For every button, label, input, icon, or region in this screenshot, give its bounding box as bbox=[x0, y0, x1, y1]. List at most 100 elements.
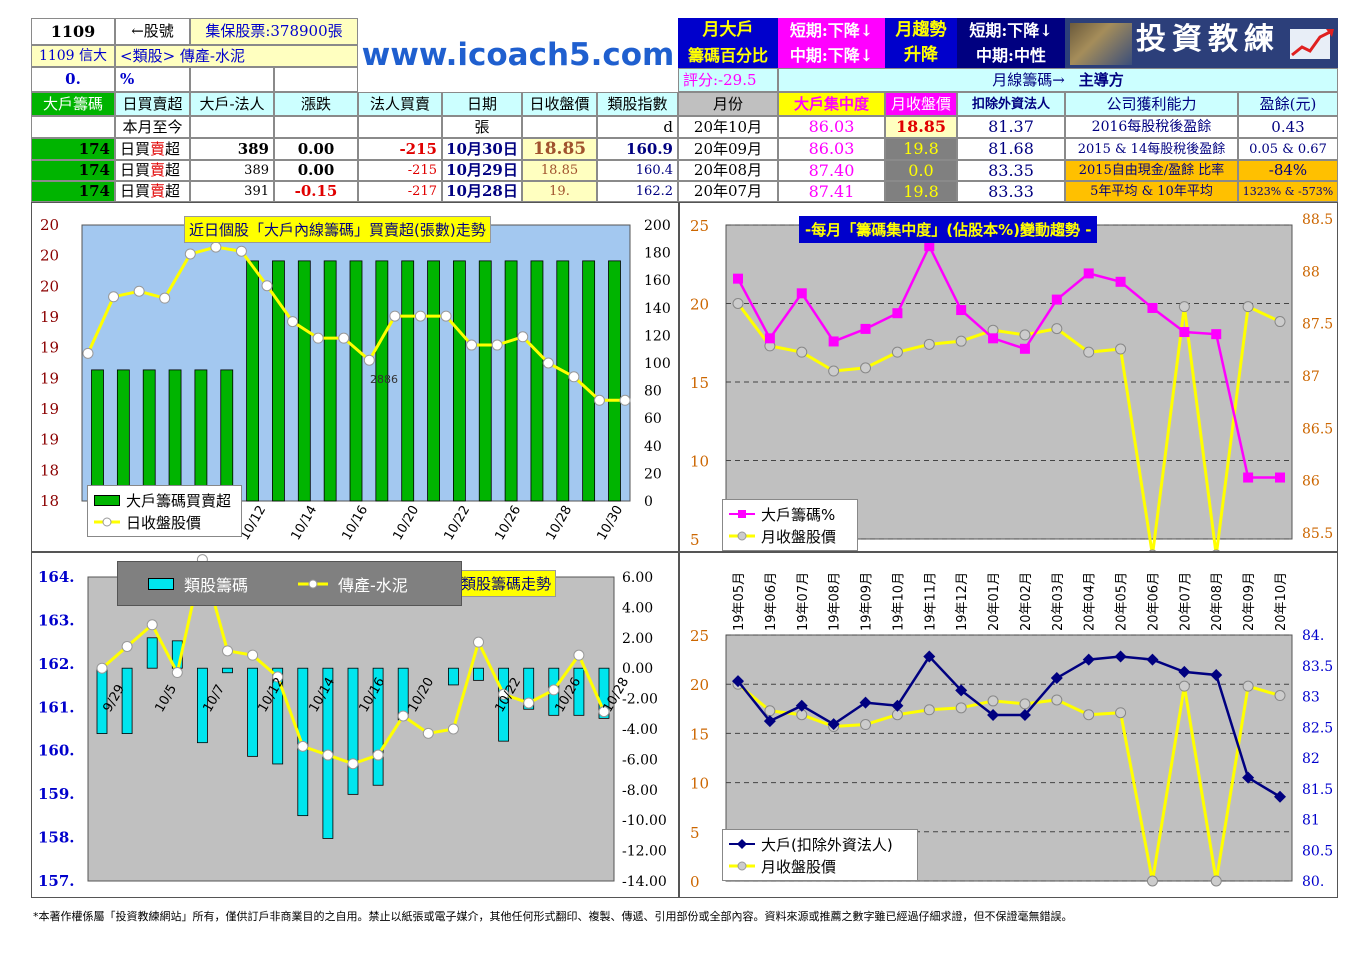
col-header-chip: 大戶籌碼 bbox=[31, 92, 115, 116]
x-tick-label: 20年07月 bbox=[1178, 572, 1193, 631]
y2-tick-label: 80.5 bbox=[1302, 843, 1333, 859]
zero-value: 0. bbox=[31, 67, 115, 92]
bar bbox=[272, 667, 284, 765]
col-header-index: 類股指數 bbox=[597, 92, 678, 116]
bar bbox=[401, 260, 415, 502]
x-tick-label: 19年12月 bbox=[955, 572, 970, 631]
x-tick-label: 20年10月 bbox=[1274, 572, 1289, 631]
line-point bbox=[1179, 327, 1190, 338]
table-row-type: 日買賣超 bbox=[115, 160, 190, 181]
y2-tick-label: 88 bbox=[1302, 264, 1320, 280]
month-cell: 20年08月 bbox=[678, 160, 778, 181]
eps-cell: 0.05 & 0.67 bbox=[1238, 138, 1338, 160]
line-point bbox=[619, 394, 631, 406]
line-point bbox=[891, 699, 904, 712]
bar bbox=[498, 667, 510, 742]
line-point bbox=[1212, 549, 1221, 551]
subheader-blank bbox=[274, 116, 358, 138]
y-tick-label: 19 bbox=[40, 400, 59, 418]
y2-tick-label: 86.5 bbox=[1302, 421, 1333, 437]
col-header-date: 日期 bbox=[442, 92, 522, 116]
line-point bbox=[732, 675, 744, 688]
line-point bbox=[955, 702, 967, 714]
line-point bbox=[859, 696, 872, 709]
big-player-label2: 籌碼百分比 bbox=[678, 43, 778, 68]
chart-title-partial: 類股籌碼走勢 bbox=[456, 570, 557, 597]
line-point bbox=[891, 346, 903, 358]
line-point bbox=[1050, 672, 1063, 685]
bar bbox=[323, 260, 337, 502]
bar bbox=[452, 260, 466, 502]
pct-label: % bbox=[115, 67, 190, 92]
company-name: 1109 信大 bbox=[31, 45, 115, 67]
line-point bbox=[347, 758, 359, 770]
chart-sector-chip-svg: 157. 158. 159. 160. 161. 162. 163. 164. -14.00 -1… bbox=[38, 554, 667, 890]
x-tick-label: 20年09月 bbox=[1242, 572, 1257, 631]
line-point bbox=[498, 688, 510, 700]
y2-tick-label: 86 bbox=[1302, 474, 1320, 490]
line-point bbox=[923, 338, 935, 350]
sector-label: <類股> 傳產-水泥 bbox=[115, 45, 358, 67]
y2-tick-label: 83 bbox=[1302, 690, 1320, 706]
x-tick-label: 20年03月 bbox=[1051, 572, 1066, 631]
line-point bbox=[828, 365, 840, 377]
x-tick-label: 10/22 bbox=[441, 503, 473, 543]
bar bbox=[582, 260, 596, 502]
line-point bbox=[828, 336, 839, 347]
x-tick-label: 10/12 bbox=[237, 503, 269, 543]
y2-tick-label: 82 bbox=[1302, 751, 1320, 767]
subheader-month: 本月至今 bbox=[115, 116, 190, 138]
logo: 投資教練 bbox=[1065, 18, 1338, 68]
bar bbox=[556, 260, 570, 502]
line-point bbox=[796, 346, 808, 358]
line-point bbox=[287, 316, 299, 328]
y2-tick-label: 180 bbox=[644, 246, 671, 262]
y-tick-label: 19 bbox=[40, 339, 59, 357]
y-tick-label: 20 bbox=[40, 216, 59, 234]
site-url-link[interactable]: www.icoach5.com bbox=[361, 36, 675, 73]
chart-title: 近日個股「大戶內線籌碼」買賣超(張數)走勢 bbox=[184, 216, 491, 243]
x-tick-label: 19年10月 bbox=[891, 572, 906, 631]
subheader-blank bbox=[522, 116, 597, 138]
table-row-index: 162.2 bbox=[597, 181, 678, 202]
table-row-diff: 389 bbox=[190, 160, 274, 181]
chart-daily-chip-svg: 1818191919191920202002040608010012014016… bbox=[40, 216, 671, 543]
y-tick-label: 159. bbox=[38, 785, 75, 803]
line-point bbox=[1275, 472, 1285, 483]
stock-code[interactable]: 1109 bbox=[31, 18, 115, 45]
line-point bbox=[1019, 343, 1030, 354]
line-point bbox=[322, 749, 334, 761]
y2-tick-label: -2.00 bbox=[622, 692, 658, 708]
legend-label: 月收盤股價 bbox=[761, 857, 837, 876]
line-point bbox=[210, 241, 222, 253]
legend-label: 月收盤股價 bbox=[761, 527, 837, 546]
y2-tick-label: 40 bbox=[644, 439, 662, 455]
chart-daily-chip: 18 18 19 19 19 19 19 20 20 20 0 20 40 60 80 100 120 140 16… bbox=[31, 202, 679, 552]
x-tick-label: 20年05月 bbox=[1115, 572, 1130, 631]
bar bbox=[447, 667, 459, 686]
legend-swatch-bar bbox=[148, 577, 174, 590]
legend-label: 大戶籌碼% bbox=[761, 505, 836, 524]
excl-cell: 81.37 bbox=[957, 116, 1065, 138]
bar bbox=[573, 667, 585, 716]
legend-swatch-line bbox=[94, 517, 120, 527]
line-point bbox=[473, 636, 484, 648]
line-point bbox=[987, 695, 999, 707]
line-point bbox=[159, 292, 171, 304]
line-point bbox=[1242, 680, 1254, 692]
legend-swatch-line bbox=[729, 861, 755, 871]
shares-label: 集保股票:378900張 bbox=[190, 18, 358, 45]
x-tick-label: 10/30 bbox=[594, 503, 626, 543]
line-point bbox=[1115, 707, 1127, 719]
line-point bbox=[732, 298, 744, 309]
table-row-date: 10月30日 bbox=[442, 138, 522, 160]
y-tick-label: 10 bbox=[690, 453, 709, 471]
monthly-trend-value: 升降 bbox=[885, 43, 957, 68]
y-tick-label: 164. bbox=[38, 568, 75, 586]
y-tick-label: 158. bbox=[38, 829, 75, 847]
month-cell: 20年07月 bbox=[678, 181, 778, 202]
line-point bbox=[133, 285, 145, 297]
line-point bbox=[764, 705, 776, 717]
table-row-close: 19. bbox=[522, 181, 597, 202]
bar bbox=[347, 667, 359, 795]
